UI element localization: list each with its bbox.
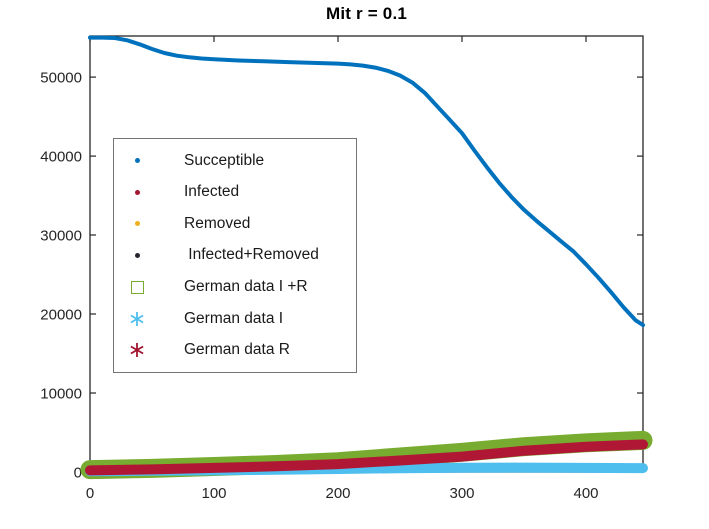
legend-entry-infected: Infected: [114, 178, 356, 206]
x-tick-label: 200: [325, 485, 350, 502]
x-tick-label: 400: [573, 485, 598, 502]
series-german-data-r: [85, 439, 648, 476]
legend-entry-german-data-r: German data R: [114, 336, 356, 364]
y-tick-label: 40000: [40, 149, 82, 166]
plot-title: Mit r = 0.1: [325, 4, 408, 23]
y-tick-label: 20000: [40, 307, 82, 324]
legend-entry-label: Removed: [184, 214, 251, 232]
dot-marker-icon: [114, 158, 160, 164]
dot-marker-icon: [114, 189, 160, 195]
y-tick-label: 30000: [40, 228, 82, 245]
legend-entry-infected-removed: Infected+Removed: [114, 241, 356, 269]
square-marker-icon: [114, 280, 160, 294]
legend-entry-label: Infected: [184, 183, 240, 201]
legend-entry-succeptible: Succeptible: [114, 147, 356, 175]
legend-entry-label: Infected+Removed: [184, 246, 319, 264]
legend-entry-german-data-i-r: German data I +R: [114, 273, 356, 301]
legend-entry-label: German data R: [184, 341, 290, 359]
y-tick-label: 50000: [40, 70, 82, 87]
legend-entry-label: German data I: [184, 309, 284, 327]
x-tick-label: 300: [449, 485, 474, 502]
x-tick-label: 0: [86, 485, 94, 502]
legend-entry-label: Succeptible: [184, 151, 265, 169]
legend-entry-label: German data I +R: [184, 278, 308, 296]
legend-entry-removed: Removed: [114, 210, 356, 238]
asterisk-marker-icon: [114, 310, 160, 328]
dot-marker-icon: [114, 252, 160, 258]
series-succeptible: [88, 35, 645, 328]
legend-entry-german-data-i: German data I: [114, 305, 356, 333]
legend-box[interactable]: Succeptible Infected Removed Infected+Remo…: [113, 138, 357, 373]
asterisk-marker-icon: [114, 341, 160, 359]
dot-marker-icon: [114, 221, 160, 227]
x-tick-label: 100: [201, 485, 226, 502]
y-tick-label: 0: [74, 465, 82, 482]
y-tick-label: 10000: [40, 386, 82, 403]
